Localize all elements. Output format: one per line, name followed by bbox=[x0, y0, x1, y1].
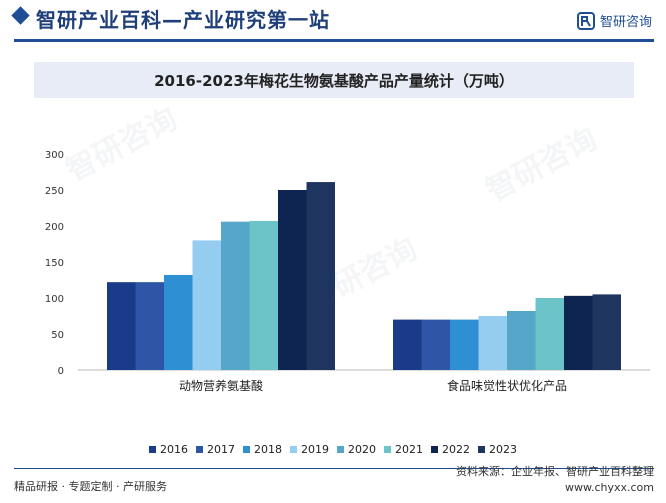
legend-swatch bbox=[290, 446, 297, 453]
x-category-label: 动物营养氨基酸 bbox=[179, 378, 263, 393]
legend-label: 2018 bbox=[254, 443, 282, 456]
bar-2016[interactable] bbox=[107, 282, 136, 370]
legend-item[interactable]: 2023 bbox=[478, 443, 517, 456]
bar-2022[interactable] bbox=[564, 295, 593, 370]
bar-2023[interactable] bbox=[306, 182, 336, 370]
legend-label: 2016 bbox=[160, 443, 188, 456]
legend-item[interactable]: 2020 bbox=[337, 443, 376, 456]
bar-2021[interactable] bbox=[249, 220, 279, 370]
legend-item[interactable]: 2021 bbox=[384, 443, 423, 456]
legend-label: 2020 bbox=[348, 443, 376, 456]
legend-label: 2023 bbox=[489, 443, 517, 456]
bar-2016[interactable] bbox=[393, 319, 422, 370]
header-divider bbox=[14, 39, 654, 42]
legend-label: 2017 bbox=[207, 443, 235, 456]
logo-icon bbox=[576, 11, 595, 30]
y-tick-label: 50 bbox=[51, 330, 64, 341]
source-text: 资料来源：企业年报、智研产业百科整理 bbox=[456, 465, 654, 478]
y-tick-label: 150 bbox=[45, 258, 64, 269]
bar-2019[interactable] bbox=[478, 316, 508, 370]
site-url[interactable]: www.chyxx.com bbox=[564, 481, 654, 494]
bar-2017[interactable] bbox=[421, 319, 451, 370]
header: 智研产业百科—产业研究第一站 智研咨询 bbox=[0, 0, 666, 44]
legend-swatch bbox=[478, 446, 485, 453]
x-category-label: 食品味觉性状优化产品 bbox=[447, 378, 567, 393]
legend-item[interactable]: 2016 bbox=[149, 443, 188, 456]
legend-swatch bbox=[384, 446, 391, 453]
legend-label: 2021 bbox=[395, 443, 423, 456]
bar-2020[interactable] bbox=[507, 310, 536, 370]
y-tick-label: 250 bbox=[45, 186, 64, 197]
y-tick-label: 100 bbox=[45, 294, 64, 305]
bar-2020[interactable] bbox=[221, 221, 250, 370]
footer-tagline: 精品研报 · 专题定制 · 产研服务 bbox=[14, 480, 167, 493]
legend-label: 2019 bbox=[301, 443, 329, 456]
legend-label: 2022 bbox=[442, 443, 470, 456]
logo-text: 智研咨询 bbox=[599, 15, 652, 30]
y-tick-label: 300 bbox=[45, 150, 64, 161]
bar-2018[interactable] bbox=[164, 274, 193, 370]
legend-swatch bbox=[243, 446, 250, 453]
footer-source-block: 资料来源：企业年报、智研产业百科整理 www.chyxx.com bbox=[456, 464, 654, 496]
legend-swatch bbox=[431, 446, 438, 453]
y-tick-label: 200 bbox=[45, 222, 64, 233]
legend-item[interactable]: 2018 bbox=[243, 443, 282, 456]
bar-2019[interactable] bbox=[192, 240, 222, 370]
chart-title: 2016-2023年梅花生物氨基酸产品产量统计（万吨） bbox=[154, 71, 514, 90]
legend-item[interactable]: 2019 bbox=[290, 443, 329, 456]
logo[interactable]: 智研咨询 bbox=[576, 11, 652, 30]
legend-item[interactable]: 2017 bbox=[196, 443, 235, 456]
legend-swatch bbox=[149, 446, 156, 453]
legend-item[interactable]: 2022 bbox=[431, 443, 470, 456]
legend-swatch bbox=[337, 446, 344, 453]
site-title: 智研产业百科—产业研究第一站 bbox=[36, 8, 330, 32]
legend-swatch bbox=[196, 446, 203, 453]
bar-2023[interactable] bbox=[592, 294, 622, 370]
bar-2017[interactable] bbox=[135, 282, 165, 370]
bar-2018[interactable] bbox=[450, 319, 479, 370]
y-tick-label: 0 bbox=[58, 366, 64, 377]
bar-2021[interactable] bbox=[535, 298, 565, 370]
footer-divider bbox=[14, 468, 654, 469]
bar-2022[interactable] bbox=[278, 190, 307, 370]
footer: 精品研报 · 专题定制 · 产研服务 资料来源：企业年报、智研产业百科整理 ww… bbox=[0, 463, 666, 503]
legend: 2016 2017 2018 2019 2020 2021 2022 2023 bbox=[0, 443, 666, 456]
chart-title-box: 2016-2023年梅花生物氨基酸产品产量统计（万吨） bbox=[34, 62, 634, 98]
